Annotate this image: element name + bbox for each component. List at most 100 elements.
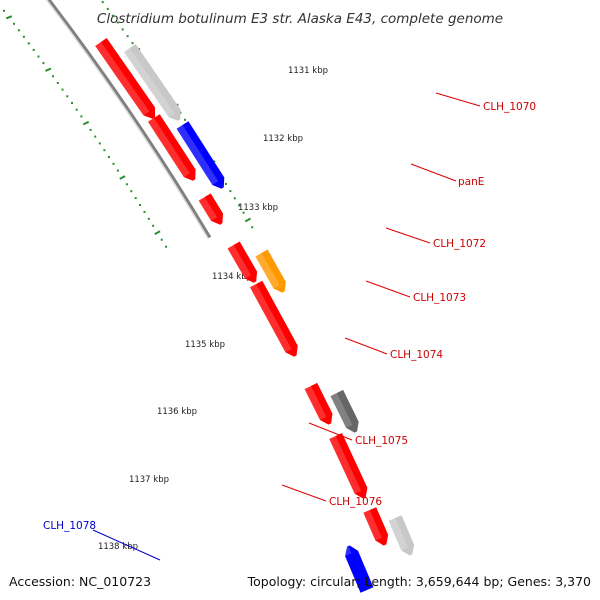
track-dot (125, 183, 128, 186)
gene-arrow-red[interactable] (198, 193, 223, 225)
gene-arrow-highlight (198, 197, 217, 221)
track-dot (143, 210, 146, 213)
track-dot (17, 29, 20, 32)
track-dot (160, 238, 163, 241)
track-dot (89, 128, 92, 131)
track-dot (116, 21, 119, 24)
map-title: Clostridium botulinum E3 str. Alaska E43… (97, 11, 503, 27)
track-dot (42, 62, 45, 65)
backbone-arc (46, 0, 212, 239)
track-dot (94, 135, 97, 138)
track-dot (103, 149, 106, 152)
gene-arrow-highlight (345, 546, 352, 557)
track-dot (225, 182, 227, 185)
gene-arrow-red[interactable] (95, 38, 155, 119)
outer-tick-track (3, 9, 167, 248)
tick-mark (45, 67, 52, 72)
track-dot (152, 224, 155, 227)
gene-arrow-highlight (363, 510, 382, 541)
gene-label[interactable]: CLH_1072 (433, 238, 486, 250)
track-dot (61, 88, 64, 91)
track-dot (71, 102, 73, 104)
tick-mark (154, 230, 161, 236)
leader-line (308, 422, 353, 441)
track-dot (52, 75, 54, 78)
track-dot (56, 82, 59, 84)
gene-track (95, 38, 415, 593)
leader-line (344, 337, 388, 355)
leader-line (385, 227, 431, 244)
track-dot (139, 204, 142, 206)
gene-arrow-red[interactable] (363, 507, 389, 546)
track-dot (130, 190, 133, 193)
gene-arrow-highlight (176, 125, 219, 185)
track-dot (165, 245, 167, 248)
gene-arrow-highlight (255, 253, 280, 289)
tick-label: 1131 kbp (288, 66, 328, 76)
track-dot (111, 14, 114, 17)
track-dot (131, 42, 134, 45)
leader-line (92, 529, 161, 561)
gene-arrow-highlight (304, 386, 327, 420)
track-dot (147, 217, 150, 220)
gene-arrow-highlight (329, 436, 362, 494)
gene-arrow-highlight (388, 518, 408, 551)
gene-arrow-orange[interactable] (255, 249, 286, 293)
track-dot (3, 9, 5, 12)
track-dot (80, 115, 83, 118)
tick-mark (82, 120, 90, 126)
tick-label: 1138 kbp (98, 542, 138, 552)
track-dot (121, 28, 124, 31)
track-dot (229, 190, 232, 193)
gene-arrow-blue[interactable] (176, 121, 225, 189)
gene-arrow-blue[interactable] (345, 545, 374, 593)
track-dot (116, 169, 119, 172)
gene-label[interactable]: CLH_1075 (355, 435, 408, 447)
track-dot (66, 95, 69, 98)
track-dot (37, 55, 40, 58)
track-dot (22, 35, 25, 38)
leader-line (281, 484, 327, 502)
track-dot (233, 197, 236, 200)
leader-line (410, 163, 457, 182)
tick-label: 1137 kbp (129, 475, 169, 485)
track-dot (107, 156, 110, 158)
gene-arrow-grey[interactable] (388, 515, 415, 556)
topology-text: Topology: circular; Length: 3,659,644 bp… (247, 574, 591, 589)
track-dot (98, 142, 101, 145)
track-dot (13, 22, 15, 25)
gene-arrow-red[interactable] (148, 114, 196, 181)
gene-arrow-grey[interactable] (124, 44, 181, 121)
gene-label[interactable]: CLH_1074 (390, 349, 443, 361)
gene-arrow-red[interactable] (227, 241, 258, 283)
gene-label[interactable]: CLH_1073 (413, 292, 466, 304)
gene-label[interactable]: CLH_1070 (483, 101, 536, 113)
leader-line (435, 92, 481, 107)
track-dot (27, 42, 30, 45)
gene-arrow-red[interactable] (250, 280, 298, 357)
gene-arrow-highlight (148, 118, 190, 178)
gene-label[interactable]: CLH_1078 (43, 520, 96, 532)
tick-mark (244, 217, 252, 223)
tick-labels: 1131 kbp 1132 kbp 1133 kbp 1134 kbp 1135… (98, 66, 328, 552)
leader-line (365, 280, 411, 298)
tick-label: 1134 kbp (212, 272, 252, 282)
track-dot (251, 226, 254, 229)
track-dot (126, 35, 129, 38)
gene-arrow-dark[interactable] (330, 389, 359, 433)
track-dot (101, 1, 104, 4)
gene-arrow-highlight (330, 393, 353, 428)
track-dot (112, 162, 115, 165)
gene-label[interactable]: CLH_1076 (329, 496, 382, 508)
tick-label: 1132 kbp (263, 134, 303, 144)
gene-arrow-red[interactable] (304, 382, 333, 425)
label-leaders (92, 92, 481, 561)
gene-arrow-highlight (250, 284, 292, 353)
backbone-highlight (45, 0, 209, 239)
gene-label[interactable]: panE (458, 176, 484, 188)
track-dot (106, 7, 109, 10)
tick-label: 1133 kbp (238, 203, 278, 213)
gene-arrow-red[interactable] (329, 433, 368, 499)
accession-text: Accession: NC_010723 (9, 574, 151, 589)
